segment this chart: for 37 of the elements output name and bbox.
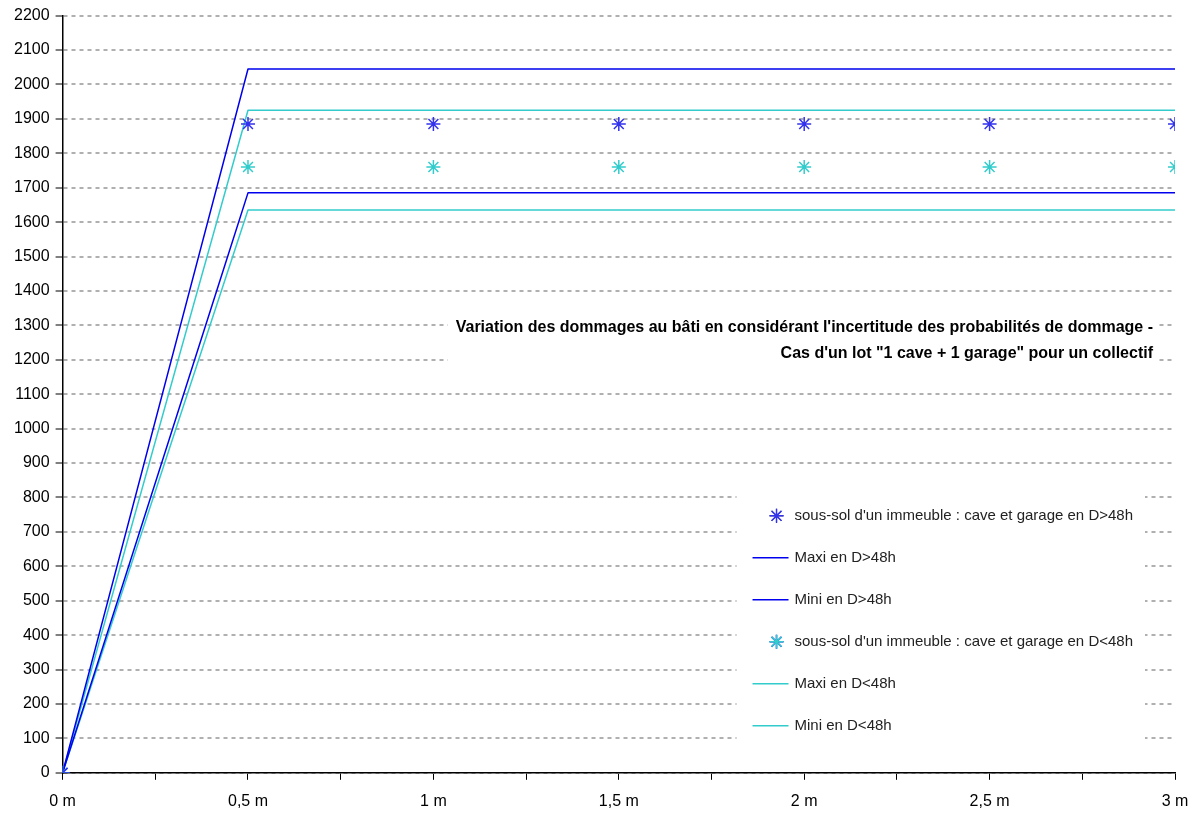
y-tick-label: 1900: [14, 109, 50, 127]
x-tick-label: 0,5 m: [227, 791, 268, 809]
legend-label: sous-sol d'un immeuble : cave et garage en D>48h: [794, 505, 1133, 523]
y-tick-label: 1500: [14, 246, 50, 264]
y-tick-label: 2100: [14, 40, 50, 58]
legend-label: sous-sol d'un immeuble : cave et garage en D<48h: [794, 631, 1133, 649]
y-tick-label: 2000: [14, 74, 50, 92]
y-tick-label: 1300: [14, 315, 50, 333]
y-tick-label: 1400: [14, 281, 50, 299]
y-tick-label: 500: [22, 591, 50, 609]
y-tick-label: 700: [22, 522, 50, 540]
x-tick-label: 1 m: [420, 791, 447, 809]
x-tick-label: 3 m: [1161, 791, 1189, 809]
legend-label: Mini en D>48h: [794, 589, 892, 607]
y-tick-label: 1700: [14, 178, 50, 196]
x-tick-label: 2 m: [790, 791, 818, 809]
x-tick-label: 0 m: [49, 791, 76, 809]
y-tick-label: 400: [22, 625, 50, 643]
x-tick-label: 1,5 m: [598, 791, 639, 809]
y-tick-label: 100: [22, 728, 50, 746]
y-tick-label: 600: [22, 556, 50, 574]
y-tick-label: 900: [22, 453, 50, 471]
text: Variation des dommages au bâti en considérant l'incertitude des probabilités de dommage - Cas d'un lot "1 cave + 1 garage" pour un collectif: [455, 318, 1154, 362]
x-tick-label: 2,5 m: [969, 791, 1010, 809]
legend-label: Mini en D<48h: [794, 715, 892, 733]
y-tick-label: 1800: [14, 143, 50, 161]
legend-label: Maxi en D<48h: [794, 673, 896, 691]
legend-label: Maxi en D>48h: [794, 547, 896, 565]
y-tick-label: 1600: [14, 212, 50, 230]
y-tick-label: 800: [22, 487, 50, 505]
y-tick-label: 2200: [14, 6, 50, 24]
y-tick-label: 300: [22, 659, 50, 677]
y-tick-label: 200: [22, 694, 50, 712]
y-tick-label: 1200: [14, 350, 50, 368]
y-tick-label: 1100: [15, 384, 50, 402]
y-tick-label: 0: [40, 763, 50, 781]
y-tick-label: 1000: [14, 419, 50, 437]
